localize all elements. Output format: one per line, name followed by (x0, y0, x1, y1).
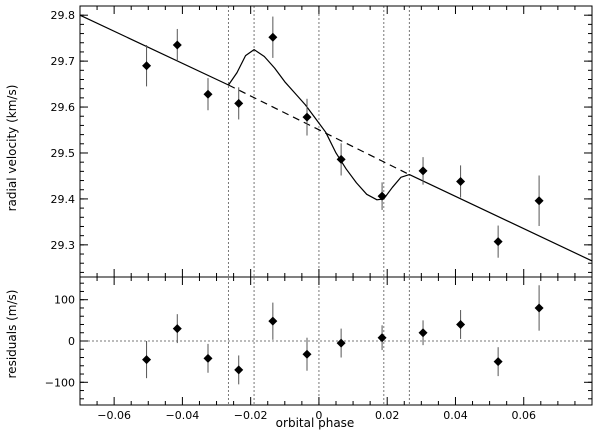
y-tick-label: 29.4 (51, 193, 76, 206)
residual-point (534, 303, 544, 313)
y-tick-label: 29.8 (51, 9, 76, 22)
residual-point (142, 355, 152, 365)
x-tick-label: −0.06 (97, 409, 131, 422)
residuals-ylabel: residuals (m/s) (5, 290, 19, 379)
rv-point (172, 40, 182, 50)
rv-point (377, 191, 387, 201)
rv-point (418, 166, 428, 176)
rv-point (534, 196, 544, 206)
y-tick-label: 29.3 (51, 239, 76, 252)
residual-point (418, 328, 428, 338)
rv-point (336, 154, 346, 164)
baseline-dashed-line (228, 84, 410, 176)
x-tick-label: 0 (315, 409, 322, 422)
residual-point (268, 316, 278, 326)
rv-point (142, 61, 152, 71)
rv-point (268, 32, 278, 42)
rv-panel-frame (79, 5, 593, 278)
residual-point (203, 353, 213, 363)
x-tick-label: −0.04 (166, 409, 200, 422)
y-tick-label: 29.6 (51, 101, 76, 114)
rv-ylabel: radial velocity (km/s) (5, 85, 19, 212)
residual-point (456, 319, 466, 329)
residual-point (493, 357, 503, 367)
rv-panel: 29.3 29.4 29.5 29.6 29.7 29.8 (51, 5, 593, 405)
x-tick-label: 0.02 (375, 409, 400, 422)
model-curve (79, 14, 593, 262)
residuals-panel: −0.06 −0.04 −0.02 0 0.02 0.04 0.06 −100 0 100 (45, 276, 593, 422)
residual-point (234, 365, 244, 375)
rv-point (302, 112, 312, 122)
residual-point (172, 324, 182, 334)
rv-point (234, 98, 244, 108)
x-tick-label: 0.04 (443, 409, 468, 422)
y-tick-label: 29.5 (51, 147, 76, 160)
y-tick-label: 0 (68, 335, 75, 348)
rv-point (203, 89, 213, 99)
y-tick-label: −100 (45, 376, 75, 389)
x-tick-label: 0.06 (511, 409, 536, 422)
residual-point (377, 333, 387, 343)
rv-point (456, 176, 466, 186)
residual-point (302, 349, 312, 359)
y-tick-label: 100 (54, 294, 75, 307)
x-axis-label: orbital phase (276, 416, 355, 430)
y-tick-label: 29.7 (51, 55, 76, 68)
residual-point (336, 338, 346, 348)
rv-point (493, 237, 503, 247)
x-tick-label: −0.02 (234, 409, 268, 422)
